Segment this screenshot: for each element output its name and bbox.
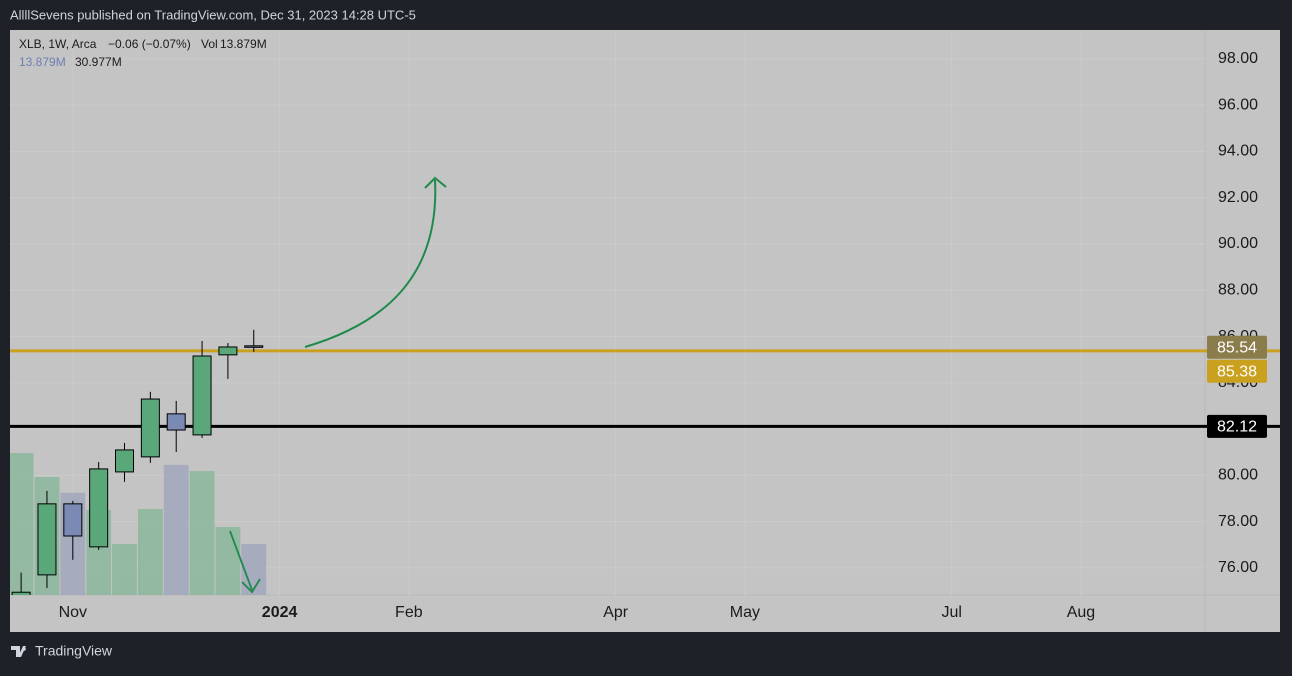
x-tick-label: Feb [395,604,423,621]
y-tick-label: 90.00 [1218,235,1258,252]
price-label: 85.54 [1217,339,1257,356]
arrow-head [241,578,261,594]
volume-bar [189,471,215,595]
axes: 76.0078.0080.0082.0084.0086.0088.0090.00… [59,50,1280,621]
y-tick-label: 80.00 [1218,467,1258,484]
volume-bar [10,453,34,595]
candle-body [218,346,238,356]
candle-body [192,355,212,436]
candle-body [89,468,109,548]
candle-body [37,503,57,576]
volume-bar [215,526,241,595]
y-tick-label: 78.00 [1218,513,1258,530]
y-tick-label: 92.00 [1218,189,1258,206]
x-tick-label: 2024 [262,604,298,621]
volume-bar [137,508,163,595]
y-tick-label: 94.00 [1218,143,1258,160]
candle-body [115,449,135,473]
legend-change: −0.06 (−0.07%) [108,37,191,51]
price-label-box [1207,335,1267,359]
x-tick-label: Apr [603,604,629,621]
legend-symbol: XLB, 1W, Arca [19,37,97,51]
candle-body [140,398,160,458]
footer-logo: TradingView [11,643,113,659]
x-tick-label: May [730,604,760,621]
legend-vol-ma: 30.977M [75,55,122,69]
candle-body [11,591,31,595]
arrow-curve [304,179,437,348]
legend: XLB, 1W, Arca −0.06 (−0.07%) Vol 13.879M… [19,37,267,69]
x-tick-label: Aug [1067,604,1095,621]
legend-vol-value: 13.879M [19,55,66,69]
candles [11,329,264,595]
legend-vol-value: 13.879M [220,37,267,51]
x-tick-label: Jul [941,604,961,621]
volume-bar [112,543,137,595]
arrow-line [229,530,253,591]
price-label-box [1207,359,1267,383]
candle-body [244,345,264,348]
y-tick-label: 98.00 [1218,50,1258,67]
drawings [229,176,447,594]
y-tick-label: 76.00 [1218,559,1258,576]
arrow-head [424,176,447,189]
x-tick-label: Nov [59,604,87,621]
header: AllllSevens published on TradingView.com… [10,7,416,22]
legend-vol-label: Vol [201,37,218,51]
price-label: 85.38 [1217,363,1257,380]
y-tick-label: 88.00 [1218,282,1258,299]
logo-dot [22,647,26,651]
volume-bar [163,464,189,595]
price-label: 82.12 [1217,419,1257,436]
price-label-box [1207,414,1267,438]
footer-brand: TradingView [35,643,113,659]
candle-body [63,503,83,537]
y-tick-label: 96.00 [1218,96,1258,113]
candle-body [166,413,186,431]
